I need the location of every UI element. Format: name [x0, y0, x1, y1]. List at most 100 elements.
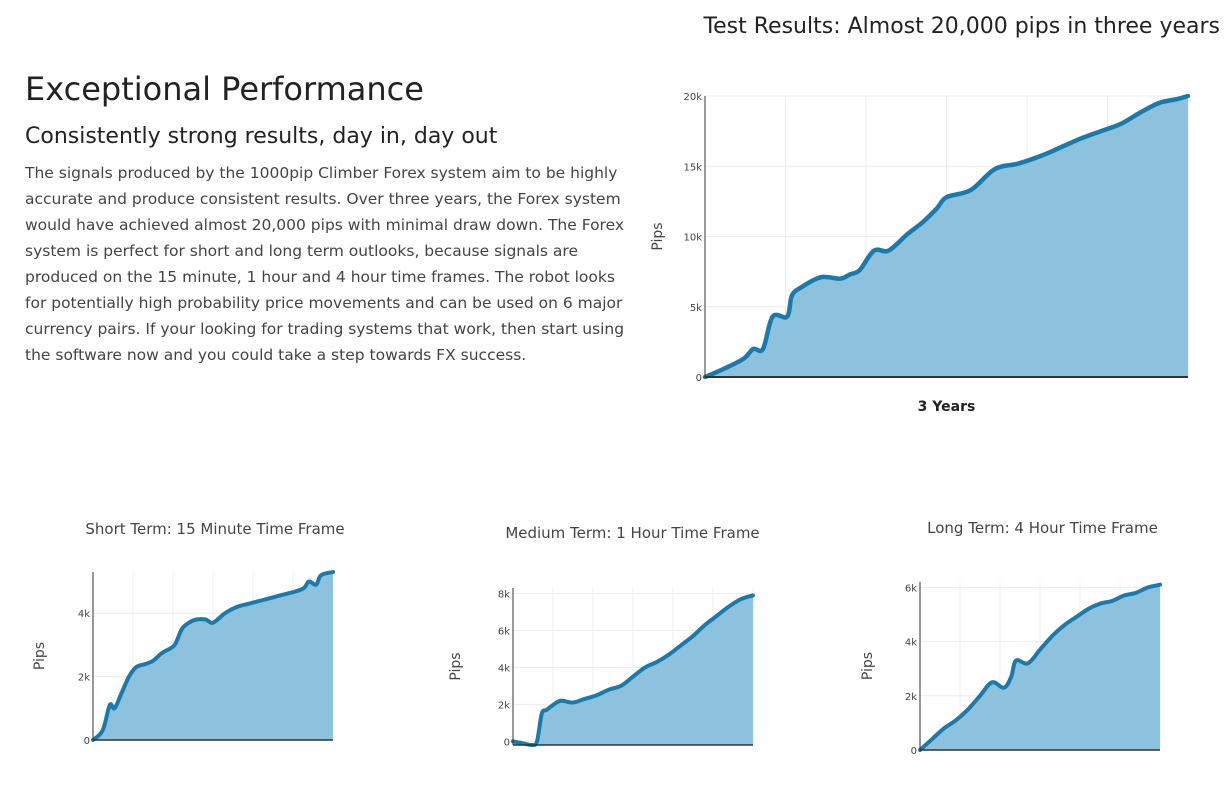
main-data-point [1061, 146, 1063, 148]
medium-data-point [572, 701, 574, 704]
main-data-point [1187, 95, 1189, 97]
main-data-point [1081, 137, 1083, 139]
medium-term-chart: 0 2k 4k 6k 8k Pips [448, 588, 755, 748]
short-data-point [121, 691, 123, 694]
main-data-point [762, 348, 764, 350]
short-data-point [224, 612, 226, 614]
short-term-chart-title: Short Term: 15 Minute Time Frame [85, 520, 345, 538]
main-data-point [1119, 123, 1121, 125]
medium-data-point [584, 698, 586, 700]
long-data-point [967, 708, 969, 710]
short-data-point [308, 580, 310, 583]
short-data-point [320, 574, 322, 576]
medium-data-point [656, 661, 658, 663]
short-data-point [236, 606, 238, 608]
main-data-point [839, 278, 841, 280]
main-data-point [772, 316, 774, 318]
long-data-point [1099, 603, 1101, 605]
long-data-point [1039, 649, 1041, 651]
short-data-point [181, 628, 183, 630]
short-data-point [145, 663, 147, 665]
long-data-point [1027, 662, 1029, 664]
short-y-axis-label: Pips [32, 642, 48, 670]
short-data-point [195, 618, 197, 621]
long-data-point [943, 727, 945, 729]
long-data-point [1135, 592, 1137, 594]
page-heading: Exceptional Performance [25, 70, 424, 108]
medium-data-point [716, 615, 718, 617]
short-data-point [128, 676, 130, 678]
main-data-point [1158, 102, 1160, 104]
long-ytick-label: 4k [905, 638, 917, 649]
medium-data-point [740, 598, 742, 600]
long-ytick-label: 2k [905, 692, 917, 703]
medium-data-point [728, 605, 730, 608]
medium-data-point [546, 709, 548, 711]
main-chart-title: Test Results: Almost 20,000 pips in thre… [703, 14, 1220, 39]
long-ytick-label: 0 [911, 746, 917, 757]
main-ytick-label: 0 [696, 373, 702, 384]
long-data-point [979, 695, 981, 697]
main-data-point [1177, 98, 1179, 100]
main-data-point [752, 348, 754, 350]
main-data-point [936, 207, 938, 209]
main-data-point [945, 196, 948, 198]
main-chart: 0 5k 10k 15k 20k Pips 3 Years [650, 92, 1191, 415]
medium-data-point [692, 635, 694, 637]
main-area-fill [705, 96, 1188, 377]
main-data-point [723, 368, 725, 370]
main-data-point [970, 189, 972, 191]
long-term-chart-title: Long Term: 4 Hour Time Frame [927, 519, 1158, 537]
main-y-axis-label: Pips [650, 222, 666, 250]
main-data-point [873, 250, 875, 252]
main-data-point [791, 294, 793, 297]
short-data-point [205, 618, 207, 621]
medium-ytick-label: 0 [504, 737, 510, 748]
medium-ytick-label: 4k [498, 663, 510, 674]
page-subheading: Consistently strong results, day in, day… [25, 124, 498, 149]
long-area-fill [920, 584, 1160, 750]
short-data-point [296, 590, 298, 592]
main-data-point [801, 286, 803, 288]
main-data-point [994, 168, 996, 170]
long-data-point [1015, 660, 1017, 662]
short-ytick-label: 0 [84, 736, 90, 747]
short-data-point [303, 587, 305, 589]
medium-data-point [596, 694, 598, 696]
long-term-chart: 0 2k 4k 6k Pips [860, 582, 1162, 757]
short-data-point [164, 650, 166, 652]
medium-data-point [553, 703, 555, 705]
short-data-point [212, 622, 214, 624]
short-data-point [248, 603, 250, 605]
main-data-point [1100, 130, 1102, 132]
body-paragraph: The signals produced by the 1000pip Clim… [25, 164, 625, 364]
short-data-point [188, 622, 190, 624]
main-data-point [921, 221, 923, 223]
long-data-point [991, 681, 993, 683]
short-data-point [114, 707, 116, 709]
main-ytick-label: 20k [683, 92, 702, 103]
long-data-point [1111, 600, 1113, 602]
main-data-point [1018, 162, 1020, 164]
main-ytick-label: 10k [683, 233, 702, 244]
short-data-point [135, 666, 137, 668]
main-data-point [849, 273, 851, 275]
medium-area-fill [513, 595, 753, 746]
medium-data-point [752, 594, 754, 596]
medium-series-line [511, 593, 755, 748]
short-data-point [284, 593, 286, 595]
short-data-point [109, 704, 111, 706]
long-data-point [1075, 616, 1077, 618]
medium-y-axis-label: Pips [448, 652, 464, 680]
medium-ytick-label: 6k [498, 626, 510, 637]
medium-data-point [620, 685, 622, 687]
long-data-point [1010, 676, 1012, 678]
main-data-point [907, 233, 909, 235]
main-data-point [820, 276, 822, 278]
long-data-point [1087, 608, 1089, 610]
long-data-point [1147, 586, 1149, 588]
long-data-point [1123, 594, 1125, 597]
main-data-point [743, 358, 745, 360]
medium-data-point [680, 644, 682, 646]
long-data-point [931, 738, 933, 740]
